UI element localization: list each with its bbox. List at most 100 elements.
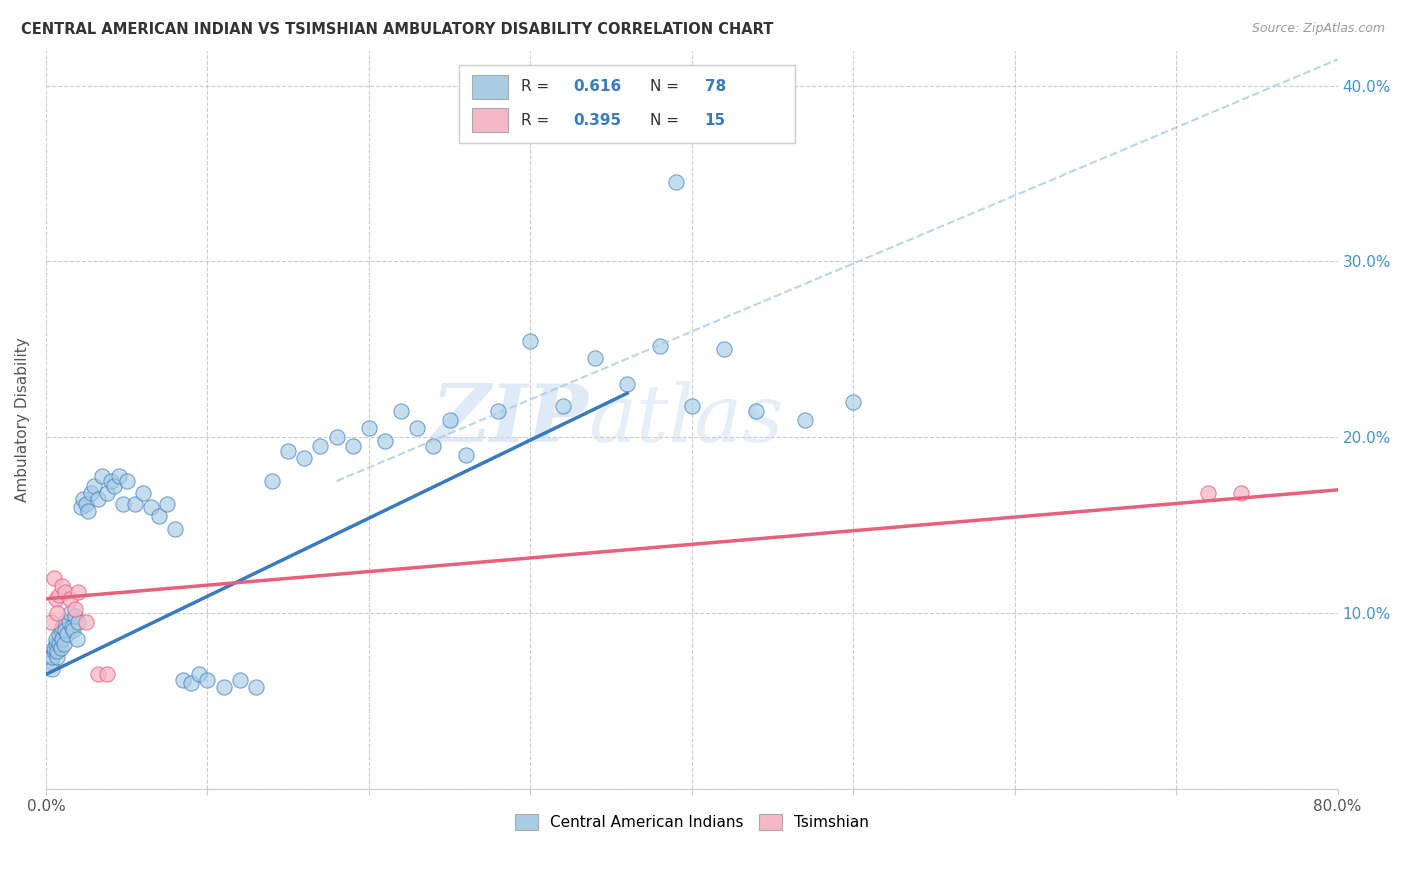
Point: [46, 644, 69, 658]
Point: [80, 486, 103, 500]
Bar: [472, 75, 509, 99]
Text: 0.395: 0.395: [574, 112, 621, 128]
Bar: [472, 108, 509, 132]
Point: [107, 468, 129, 483]
Point: [115, 474, 138, 488]
Point: [75, 497, 97, 511]
Point: [63, 609, 86, 624]
Point: [260, 474, 283, 488]
Point: [48, 638, 70, 652]
Point: [96, 486, 118, 500]
Point: [42, 571, 65, 585]
Point: [422, 439, 444, 453]
Point: [45, 591, 67, 606]
Point: [616, 377, 638, 392]
Point: [72, 491, 94, 506]
Point: [486, 404, 509, 418]
Point: [245, 680, 267, 694]
Point: [342, 439, 364, 453]
Point: [67, 584, 90, 599]
Point: [46, 649, 69, 664]
Point: [53, 615, 76, 629]
Point: [60, 620, 83, 634]
FancyBboxPatch shape: [460, 65, 796, 143]
Text: N =: N =: [651, 112, 685, 128]
Point: [96, 667, 118, 681]
Point: [793, 412, 815, 426]
Point: [124, 497, 146, 511]
Text: N =: N =: [651, 79, 685, 95]
Point: [519, 334, 541, 348]
Text: ZIP: ZIP: [432, 381, 589, 458]
Point: [842, 395, 865, 409]
Text: atlas: atlas: [589, 381, 785, 458]
Point: [63, 602, 86, 616]
Point: [389, 404, 412, 418]
Point: [180, 676, 202, 690]
Point: [551, 399, 574, 413]
Point: [67, 615, 90, 629]
Point: [49, 624, 72, 638]
Point: [292, 451, 315, 466]
Point: [42, 640, 65, 655]
Text: 15: 15: [704, 112, 725, 128]
Point: [165, 522, 187, 536]
Point: [91, 468, 114, 483]
Point: [309, 439, 332, 453]
Point: [132, 486, 155, 500]
Text: CENTRAL AMERICAN INDIAN VS TSIMSHIAN AMBULATORY DISABILITY CORRELATION CHART: CENTRAL AMERICAN INDIAN VS TSIMSHIAN AMB…: [21, 22, 773, 37]
Point: [59, 591, 82, 606]
Point: [59, 606, 82, 620]
Point: [66, 632, 89, 647]
Point: [77, 504, 100, 518]
Point: [53, 584, 76, 599]
Point: [188, 667, 211, 681]
Point: [197, 673, 219, 687]
Text: Source: ZipAtlas.com: Source: ZipAtlas.com: [1251, 22, 1385, 36]
Point: [45, 632, 67, 647]
Point: [357, 421, 380, 435]
Text: 78: 78: [704, 79, 725, 95]
Point: [681, 399, 703, 413]
Point: [51, 632, 73, 647]
Point: [228, 673, 250, 687]
Point: [86, 491, 108, 506]
Point: [51, 580, 73, 594]
Point: [103, 479, 125, 493]
Point: [70, 500, 93, 515]
Point: [406, 421, 429, 435]
Point: [52, 638, 75, 652]
Point: [100, 474, 122, 488]
Point: [86, 667, 108, 681]
Point: [83, 479, 105, 493]
Point: [41, 649, 63, 664]
Point: [48, 588, 70, 602]
Point: [745, 404, 768, 418]
Point: [58, 615, 80, 629]
Point: [374, 434, 396, 448]
Point: [39, 655, 62, 669]
Point: [42, 644, 65, 658]
Point: [45, 638, 67, 652]
Point: [439, 412, 461, 426]
Point: [648, 339, 671, 353]
Point: [39, 615, 62, 629]
Text: 0.616: 0.616: [574, 79, 621, 95]
Point: [454, 448, 477, 462]
Point: [62, 624, 84, 638]
Point: [112, 497, 135, 511]
Point: [713, 343, 735, 357]
Point: [156, 497, 179, 511]
Legend: Central American Indians, Tsimshian: Central American Indians, Tsimshian: [509, 808, 875, 836]
Point: [75, 615, 97, 629]
Point: [583, 351, 606, 365]
Point: [56, 627, 79, 641]
Point: [1229, 486, 1251, 500]
Point: [51, 620, 73, 634]
Point: [325, 430, 347, 444]
Point: [212, 680, 235, 694]
Point: [148, 509, 170, 524]
Text: R =: R =: [522, 112, 554, 128]
Point: [1198, 486, 1220, 500]
Y-axis label: Ambulatory Disability: Ambulatory Disability: [15, 337, 30, 502]
